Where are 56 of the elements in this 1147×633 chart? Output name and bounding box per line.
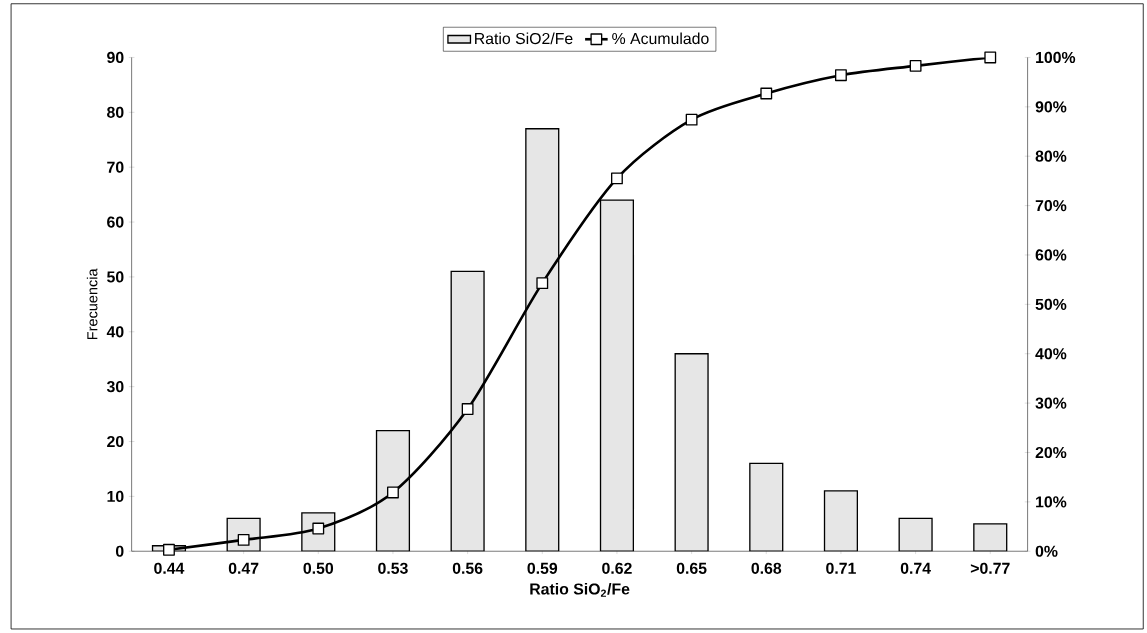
point: [611, 172, 623, 185]
y-axis-title: Frecuencia: [86, 268, 98, 340]
y-tick-label: 70: [107, 161, 124, 173]
y2-tick-label: 30%: [1035, 397, 1067, 409]
y-tick-label: 30: [106, 381, 124, 393]
x-tick-label: 0.71: [826, 562, 856, 575]
bar: [674, 353, 709, 552]
y-tick-label: 90: [107, 51, 124, 64]
point: [685, 113, 698, 126]
y-tick-label: 0: [115, 545, 124, 557]
y-tick-label: 10: [107, 490, 124, 503]
y-tick-label: 80: [107, 106, 124, 119]
y-tick-label: 60: [107, 216, 124, 228]
point: [984, 51, 997, 64]
x-tick-label: 0.74: [900, 562, 931, 575]
y-tick-label: 20: [107, 436, 124, 448]
point: [387, 486, 399, 499]
point: [760, 87, 773, 100]
y2-tick-label: 70%: [1035, 200, 1067, 212]
y2-tick-label: 10%: [1036, 496, 1067, 508]
bar: [450, 270, 485, 552]
bar: [898, 517, 933, 552]
x-tick-label: 0.59: [527, 562, 558, 575]
x-axis-title: Ratio SiO$_{2}$/Fe: [530, 583, 630, 597]
point: [909, 60, 922, 72]
y-tick-label: 40: [106, 326, 124, 338]
x-tick-label: 0.47: [228, 562, 259, 575]
y2-tick-label: 80%: [1035, 150, 1067, 162]
y2-tick-label: 100%: [1036, 51, 1076, 64]
bar: [749, 462, 784, 552]
bar: [525, 128, 560, 552]
y2-tick-label: 40%: [1035, 348, 1067, 360]
point: [163, 543, 175, 556]
y2-tick-label: 20%: [1035, 447, 1067, 459]
y-tick-label: 50: [107, 271, 124, 283]
y2-tick-label: 0%: [1035, 545, 1058, 557]
bar: [599, 199, 635, 552]
x-tick-label: >0.77: [970, 562, 1010, 575]
bar: [375, 430, 411, 552]
x-tick-label: 0.65: [676, 562, 707, 575]
x-tick-label: 0.50: [303, 562, 334, 575]
point: [461, 403, 474, 416]
y2-tick-label: 90%: [1035, 101, 1067, 113]
legend-label: Ratio SiO2/Fe: [475, 32, 573, 45]
x-tick-label: 0.56: [452, 562, 483, 575]
y2-tick-label: 60%: [1035, 249, 1067, 261]
x-tick-label: 0.62: [602, 562, 632, 575]
point: [536, 277, 549, 290]
x-tick-label: 0.68: [751, 562, 782, 575]
bar: [973, 523, 1008, 552]
x-tick-label: 0.44: [154, 562, 185, 575]
point: [835, 69, 847, 82]
x-tick-label: 0.53: [378, 562, 408, 575]
bar: [823, 490, 859, 552]
y2-tick-label: 50%: [1035, 298, 1067, 311]
legend-label: % Acumulado: [612, 32, 709, 45]
